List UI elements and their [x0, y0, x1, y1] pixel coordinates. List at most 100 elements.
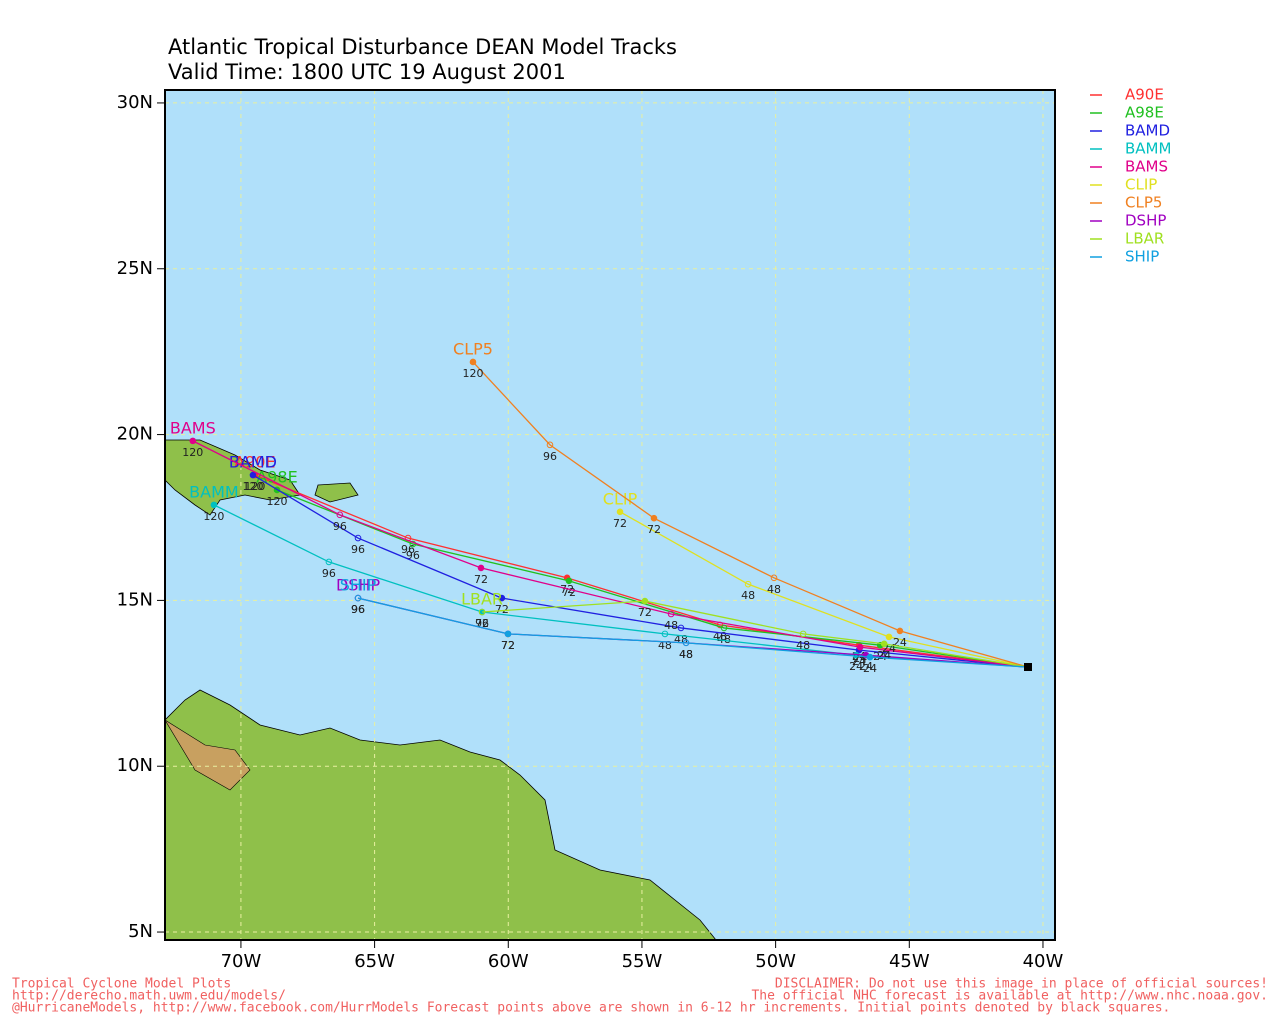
hour-label: 24	[849, 660, 863, 673]
track-end-label: CLP5	[453, 339, 493, 358]
legend-label: DSHP	[1125, 212, 1166, 230]
y-tick-label: 10N	[117, 755, 153, 776]
track-point	[498, 594, 506, 602]
hour-label: 96	[406, 549, 420, 562]
track-point	[896, 627, 904, 635]
hour-label: 72	[501, 639, 515, 652]
track-end-label: BAMD	[229, 453, 277, 472]
track-point	[856, 643, 864, 651]
footer-left: http://derecho.math.uwm.edu/models/	[12, 989, 286, 1004]
track-point	[477, 564, 485, 572]
hour-label: 120	[242, 480, 263, 493]
x-tick-label: 60W	[488, 951, 529, 972]
hour-label: 96	[322, 567, 336, 580]
track-point	[616, 508, 624, 516]
track-point	[409, 540, 417, 548]
footer-right: DISCLAIMER: Do not use this image in pla…	[775, 977, 1268, 992]
track-point	[641, 597, 649, 605]
footer-left: Tropical Cyclone Model Plots	[12, 977, 231, 992]
legend-label: BAMM	[1125, 140, 1171, 158]
track-point	[249, 471, 257, 479]
x-tick-label: 45W	[889, 951, 930, 972]
hour-label: 72	[562, 586, 576, 599]
track-point	[504, 630, 512, 638]
hour-label: 48	[767, 583, 781, 596]
x-tick-label: 50W	[755, 951, 796, 972]
hour-label: 72	[613, 517, 627, 530]
track-point	[682, 639, 690, 647]
hour-label: 96	[333, 520, 347, 533]
track-end-label: BAMM	[189, 482, 239, 501]
hour-label: 120	[244, 480, 265, 493]
hour-label: 24	[859, 660, 873, 673]
track-line	[276, 489, 1029, 668]
hour-label: 72	[474, 573, 488, 586]
x-tick-label: 65W	[354, 951, 395, 972]
legend-label: BAMD	[1125, 122, 1170, 140]
track-point	[546, 441, 554, 449]
hour-label: 96	[351, 603, 365, 616]
track-end-label: DSHP	[336, 576, 381, 595]
track-line	[472, 361, 1029, 668]
track-line	[482, 600, 1029, 668]
x-tick-label: 70W	[221, 951, 262, 972]
track-point	[661, 630, 669, 638]
track-point	[880, 640, 888, 648]
hour-label: 96	[351, 603, 365, 616]
track-point	[325, 558, 333, 566]
track-point	[354, 534, 362, 542]
track-point	[478, 608, 486, 616]
track-point	[354, 594, 362, 602]
track-point	[770, 574, 778, 582]
track-point	[866, 653, 874, 661]
legend-label: BAMS	[1125, 158, 1168, 176]
legend-label: CLP5	[1125, 194, 1162, 212]
hour-label: 96	[351, 543, 365, 556]
footer-right: The official NHC forecast is available a…	[751, 989, 1268, 1004]
y-tick-label: 15N	[117, 589, 153, 610]
track-point	[189, 437, 197, 445]
initial-point	[1024, 663, 1032, 671]
y-tick-label: 30N	[117, 92, 153, 113]
track-point	[469, 358, 477, 366]
hour-label: 48	[741, 589, 755, 602]
y-tick-label: 5N	[128, 921, 153, 942]
hour-label: 120	[182, 446, 203, 459]
track-point	[885, 633, 893, 641]
hour-label: 48	[679, 648, 693, 661]
legend-label: A98E	[1125, 104, 1164, 122]
hour-label: 48	[679, 648, 693, 661]
hour-label: 120	[462, 367, 483, 380]
hour-label: 72	[647, 523, 661, 536]
footer-left: @HurricaneModels, http://www.facebook.co…	[12, 1001, 1170, 1016]
plot-frame	[164, 89, 1056, 941]
title: Atlantic Tropical Disturbance DEAN Model…	[168, 35, 677, 59]
track-line	[252, 474, 1029, 668]
hour-label: 48	[717, 633, 731, 646]
hour-label: 96	[543, 450, 557, 463]
hour-label: 24	[877, 649, 891, 662]
track-end-label: A98E	[256, 467, 297, 486]
track-end-label: SHIP	[340, 576, 377, 595]
hour-label: 24	[852, 655, 866, 668]
track-line	[192, 440, 1029, 668]
track-line	[619, 511, 1029, 668]
hour-label: 24	[863, 662, 877, 675]
hour-label: 48	[664, 619, 678, 632]
subtitle: Valid Time: 1800 UTC 19 August 2001	[168, 60, 566, 84]
hour-label: 72	[501, 639, 515, 652]
track-point	[667, 610, 675, 618]
track-line	[357, 597, 1029, 668]
legend-label: CLIP	[1125, 176, 1157, 194]
hour-label: 120	[203, 510, 224, 523]
legend-label: A90E	[1125, 86, 1164, 104]
track-point	[799, 630, 807, 638]
track-end-label: CLIP	[603, 489, 638, 508]
x-tick-label: 55W	[622, 951, 663, 972]
track-end-label: LBAR	[461, 590, 503, 609]
hour-label: 48	[658, 639, 672, 652]
track-point	[336, 511, 344, 519]
track-point	[720, 624, 728, 632]
track-point	[565, 577, 573, 585]
